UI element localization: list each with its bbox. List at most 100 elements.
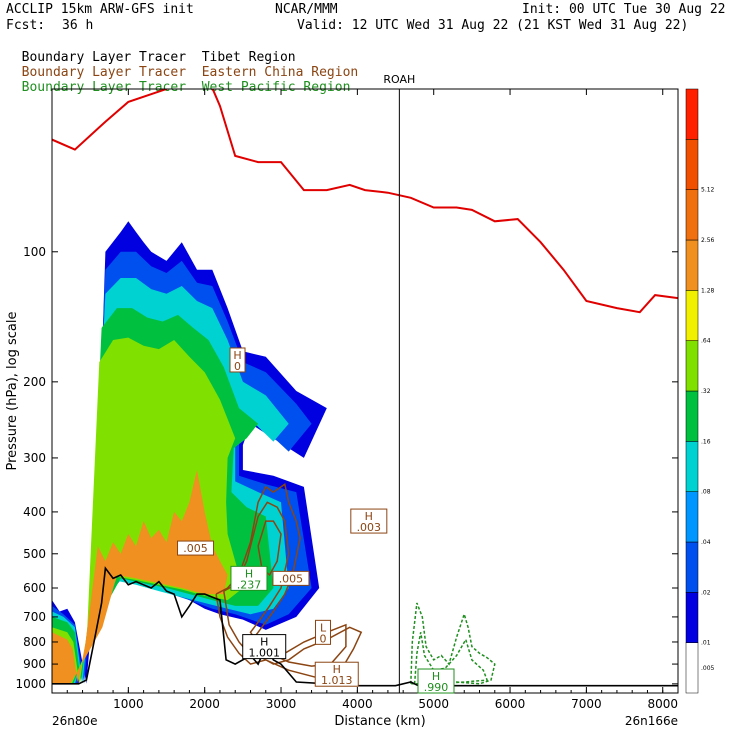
colorbar-level-1: .01 [701, 640, 711, 647]
contour-label-top-6: H [260, 636, 268, 649]
contour-label-box-2 [177, 540, 215, 556]
x-tick-label-5: 6000 [495, 697, 526, 711]
colorbar-level-10: 5.12 [701, 187, 715, 194]
colorbar-swatch-11 [685, 88, 699, 140]
contour-label-top-2: .005 [183, 542, 208, 555]
contour-label-box-3 [230, 565, 268, 591]
y-tick-label-5: 600 [23, 581, 46, 595]
colorbar-level-6: .32 [701, 388, 711, 395]
tropopause-line [52, 89, 678, 314]
contour-label-box-5 [315, 619, 332, 645]
y-tick-label-0: 100 [23, 245, 46, 259]
y-tick-label-3: 400 [23, 505, 46, 519]
x-axis-label: Distance (km) [334, 714, 425, 729]
colorbar-swatch-5 [685, 390, 699, 442]
right-endpoint-label: 26n166e [625, 714, 678, 728]
contour-label-bottom-5: 0 [320, 632, 327, 645]
colorbar-level-0: .005 [701, 665, 715, 672]
legend-eastern-china-prefix: Boundary Layer Tracer [21, 65, 187, 80]
colorbar-level-3: .04 [701, 539, 711, 546]
colorbar-swatch-10 [685, 139, 699, 190]
contour-label-4: .005 [272, 570, 310, 586]
contour-label-top-4: .005 [279, 572, 304, 585]
y-tick-label-4: 500 [23, 547, 46, 561]
contour-label-6: H1.001 [242, 634, 287, 660]
contour-label-box-7 [314, 661, 359, 687]
plot-frame [51, 88, 679, 694]
legend-west-pacific-prefix: Boundary Layer Tracer [21, 80, 187, 95]
roah-marker-label: ROAH [383, 73, 415, 86]
y-tick-label-7: 800 [23, 635, 46, 649]
colorbar-swatch-1 [685, 592, 699, 643]
plot-area [52, 89, 678, 693]
x-tick-label-3: 4000 [342, 697, 373, 711]
west-pacific-contour-0 [410, 602, 496, 685]
colorbar-swatch-3 [685, 491, 699, 543]
valid-time: Valid: 12 UTC Wed 31 Aug 22 (21 KST Wed … [297, 18, 689, 33]
contour-label-1: H.003 [350, 508, 388, 534]
contour-label-box-8 [417, 668, 455, 694]
contour-label-top-8: H [432, 670, 440, 683]
west-pacific-contour-1 [413, 632, 489, 685]
contour-label-2: .005 [177, 540, 215, 556]
y-tick-label-1: 200 [23, 375, 46, 389]
x-tick-label-2: 3000 [266, 697, 297, 711]
contour-label-top-7: H [333, 663, 341, 676]
init-time: Init: 00 UTC Tue 30 Aug 22 [522, 2, 726, 17]
terrain-line [52, 566, 678, 687]
tracer-fill-4 [52, 337, 243, 684]
contour-label-top-3: H [245, 567, 253, 580]
lines-layer [52, 89, 678, 693]
colorbar: .005 .01 .02 .04 .08 .16 .32 .64 1.28 2.56 5.12 [685, 88, 715, 694]
y-tick-label-6: 700 [23, 610, 46, 624]
contour-label-box-1 [350, 508, 388, 534]
colorbar-level-5: .16 [701, 438, 711, 445]
contour-label-bottom-6: 1.001 [248, 647, 280, 660]
contour-label-top-0: H [233, 349, 241, 362]
contour-label-bottom-0: 0 [234, 360, 241, 373]
contour-label-5: L0 [315, 619, 332, 645]
contour-label-bottom-7: 1.013 [321, 674, 353, 687]
axes: 1000 2000 3000 4000 5000 6000 7000 800010020030… [15, 89, 679, 711]
y-axis-label: Pressure (hPa), log scale [5, 312, 20, 471]
legend-tibet-prefix: Boundary Layer Tracer [21, 50, 187, 65]
colorbar-level-2: .02 [701, 589, 711, 596]
legend-tibet: Boundary Layer Tracer Tibet Region [6, 35, 296, 65]
tracer-fills [52, 221, 327, 684]
legend-west-pacific: Boundary Layer Tracer West Pacific Regio… [6, 65, 351, 95]
colorbar-level-9: 2.56 [701, 237, 715, 244]
contour-label-top-1: H [365, 510, 373, 523]
title-center: NCAR/MMM [275, 2, 338, 17]
colorbar-level-7: .64 [701, 338, 711, 345]
title-left: ACCLIP 15km ARW-GFS init [6, 2, 194, 17]
colorbar-swatch-4 [685, 441, 699, 492]
colorbar-level-4: .08 [701, 489, 711, 496]
fcst-value: 36 h [62, 18, 94, 33]
legend-eastern-china: Boundary Layer Tracer Eastern China Regi… [6, 50, 359, 80]
colorbar-swatch-0 [685, 642, 699, 694]
contour-label-box-6 [242, 634, 287, 660]
colorbar-swatch-9 [685, 189, 699, 241]
contour-label-8: H.990 [417, 668, 455, 694]
colorbar-swatch-8 [685, 239, 699, 291]
contour-label-bottom-1: .003 [357, 521, 382, 534]
x-tick-label-7: 8000 [647, 697, 678, 711]
contour-label-top-5: L [320, 621, 327, 634]
x-tick-label-1: 2000 [189, 697, 220, 711]
contour-label-box-0 [229, 347, 246, 373]
contour-label-3: H.237 [230, 565, 268, 591]
legend-west-pacific-region: West Pacific Region [201, 80, 351, 95]
legend-tibet-region: Tibet Region [201, 50, 296, 65]
contour-label-7: H1.013 [314, 661, 359, 687]
colorbar-swatch-2 [685, 541, 699, 593]
colorbar-swatch-6 [685, 340, 699, 392]
y-tick-label-9: 1000 [15, 677, 46, 691]
contour-label-box-4 [272, 570, 310, 586]
x-tick-label-4: 5000 [418, 697, 449, 711]
east-china-contour-0 [215, 482, 363, 681]
colorbar-level-8: 1.28 [701, 287, 715, 294]
y-tick-label-2: 300 [23, 451, 46, 465]
left-endpoint-label: 26n80e [52, 714, 98, 728]
legend-eastern-china-region: Eastern China Region [201, 65, 359, 80]
